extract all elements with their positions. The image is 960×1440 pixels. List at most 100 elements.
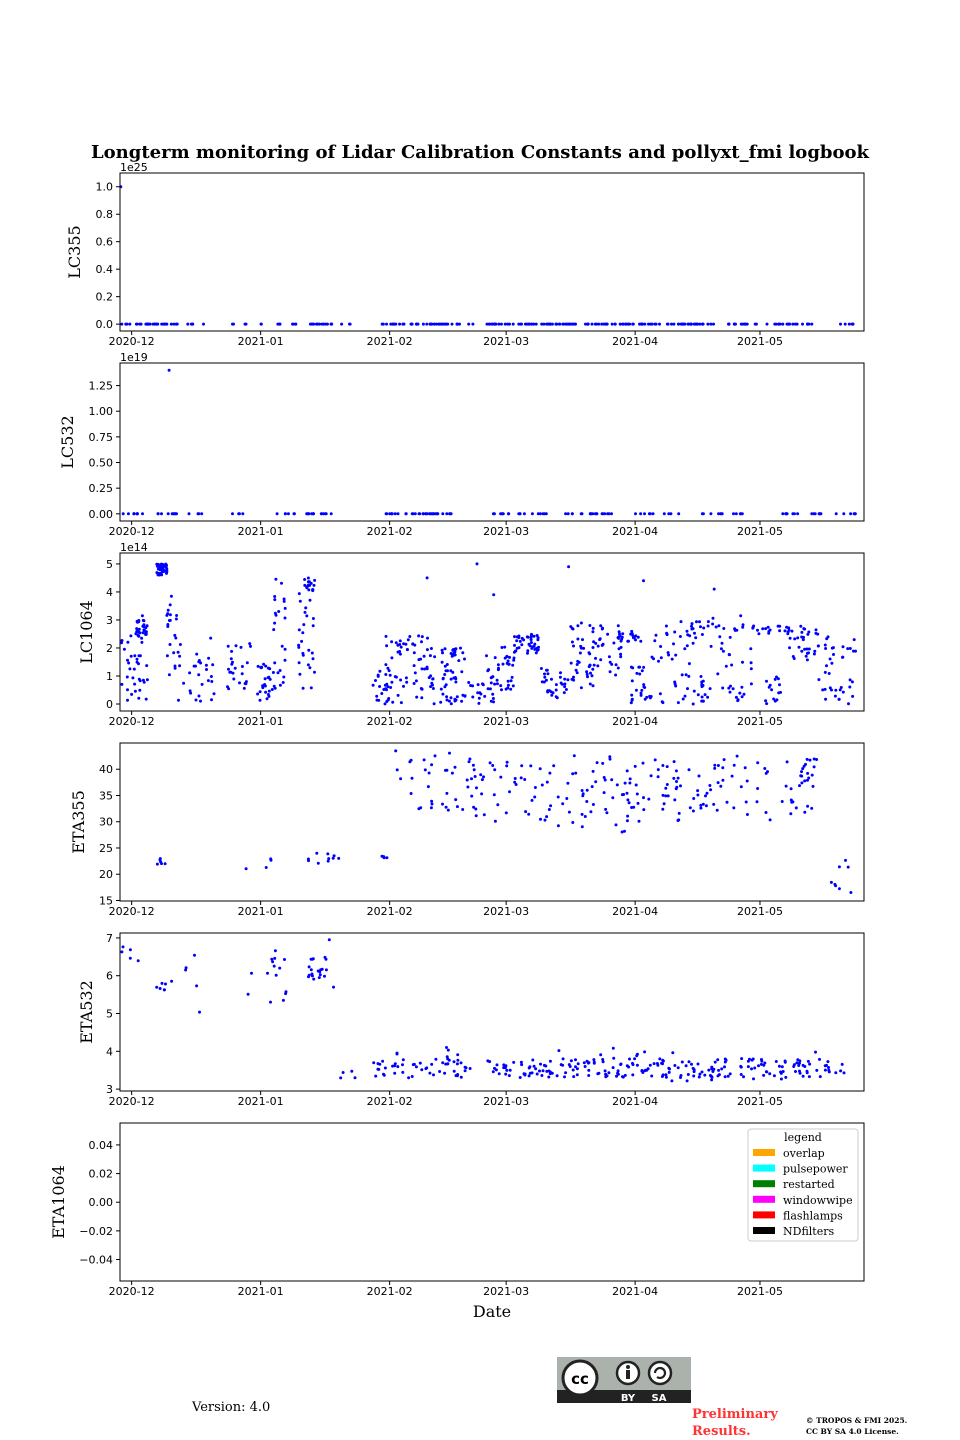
data-point (383, 702, 387, 706)
data-point (381, 322, 385, 326)
data-point (700, 695, 704, 699)
data-point (178, 643, 182, 646)
data-point (813, 649, 817, 653)
data-point (735, 628, 739, 632)
data-point (120, 682, 124, 686)
data-point (446, 808, 450, 812)
data-point (256, 692, 260, 696)
data-point (240, 672, 244, 676)
data-point (730, 663, 734, 667)
data-point (375, 694, 379, 698)
data-point (441, 651, 444, 655)
data-point (371, 683, 375, 687)
data-point (194, 664, 197, 668)
data-point (635, 792, 639, 796)
data-point (670, 322, 673, 326)
x-tick-label: 2021-02 (367, 1285, 413, 1298)
data-point (533, 795, 537, 799)
data-point (798, 1069, 801, 1073)
data-point (428, 1071, 432, 1075)
data-point (615, 783, 619, 787)
data-point (621, 1075, 624, 1079)
data-point (629, 701, 633, 705)
data-point (120, 639, 124, 642)
data-point (630, 698, 634, 702)
data-point (534, 1067, 538, 1071)
data-point (605, 811, 609, 815)
data-point (464, 1066, 468, 1070)
data-point (661, 1058, 665, 1062)
data-point (814, 628, 818, 632)
data-point (684, 1064, 688, 1068)
cc-text: cc (571, 1370, 589, 1388)
data-point (830, 646, 834, 650)
data-point (734, 695, 738, 699)
data-point (421, 512, 425, 516)
data-point (141, 631, 145, 635)
data-point (582, 646, 586, 650)
legend-box (747, 1128, 859, 1242)
data-point (483, 694, 487, 698)
data-point (399, 645, 403, 649)
data-point (529, 634, 533, 638)
data-point (696, 693, 700, 697)
data-point (520, 643, 524, 647)
cc-by-sa-badge[interactable]: cc BY SA (557, 1357, 691, 1404)
data-point (772, 1074, 776, 1078)
data-point (810, 512, 814, 516)
results-text: Results. (692, 1424, 751, 1439)
data-point (595, 761, 599, 765)
data-point (570, 512, 574, 516)
data-point (194, 698, 198, 702)
data-point (580, 812, 584, 816)
data-point (683, 647, 687, 651)
y-axis-label: ETA1064 (49, 1165, 68, 1239)
data-point (401, 1070, 405, 1074)
data-point (723, 1060, 727, 1064)
data-point (607, 512, 611, 516)
data-point (580, 789, 584, 792)
data-point (633, 764, 637, 768)
data-point (286, 512, 290, 516)
data-point (684, 673, 688, 677)
data-point (398, 652, 402, 656)
data-point (804, 762, 807, 766)
data-point (420, 667, 424, 671)
data-point (549, 804, 553, 808)
data-point (716, 672, 720, 676)
data-point (720, 641, 724, 645)
data-point (144, 632, 148, 636)
data-point (434, 1057, 438, 1061)
y-tick-label: 0.04 (89, 1139, 114, 1152)
y-tick-label: 35 (99, 789, 113, 802)
data-point (294, 322, 298, 326)
data-point (601, 761, 605, 765)
data-point (311, 512, 315, 516)
data-point (791, 655, 795, 658)
data-point (806, 1059, 810, 1063)
data-point (402, 322, 406, 326)
data-point (339, 1076, 343, 1080)
y-tick-label: 0.75 (89, 431, 114, 444)
y-tick-label: 4 (106, 1045, 113, 1058)
data-point (654, 633, 658, 637)
data-point (597, 322, 601, 326)
data-point (258, 698, 262, 702)
data-point (275, 512, 279, 516)
data-point (543, 672, 546, 676)
data-point (658, 322, 661, 326)
data-point (716, 781, 720, 785)
data-point (401, 1063, 404, 1067)
x-tick-label: 2021-03 (483, 525, 529, 538)
data-point (617, 635, 621, 639)
data-point (506, 683, 510, 687)
data-point (455, 1062, 459, 1066)
data-point (802, 635, 805, 639)
data-point (169, 322, 173, 326)
data-point (432, 702, 436, 706)
data-point (259, 322, 263, 326)
data-point (613, 322, 617, 326)
data-point (806, 804, 810, 808)
data-point (561, 802, 565, 806)
